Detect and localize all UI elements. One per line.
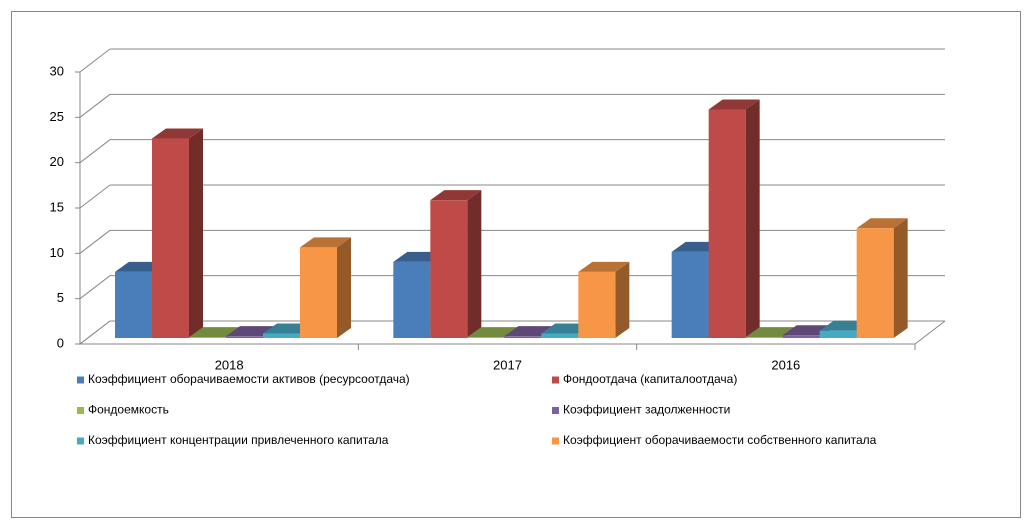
bar-side: [615, 261, 630, 338]
bar: [152, 138, 189, 338]
legend-label: Фондоемкость: [88, 403, 169, 417]
bar: [541, 333, 579, 338]
bar: [504, 336, 542, 338]
bar: [671, 251, 709, 338]
legend-swatch: [552, 437, 559, 445]
bar-side: [189, 128, 203, 338]
bar-3d: [856, 218, 908, 338]
grid-line: [79, 139, 111, 164]
grid-line: [79, 229, 111, 254]
x-tick-label: 2016: [771, 357, 800, 372]
legend-swatch: [552, 376, 559, 384]
bar-side: [337, 237, 351, 338]
y-tick-label: 10: [50, 245, 64, 260]
bar: [226, 336, 263, 338]
bar-top: [189, 327, 240, 338]
bar-top: [152, 128, 203, 139]
grid-line: [79, 320, 111, 345]
bar: [467, 337, 505, 338]
y-tick-label: 25: [50, 109, 64, 124]
legend-label: Фондоотдача (капиталоотдача): [563, 372, 737, 386]
legend-swatch: [77, 407, 84, 414]
bar-side: [467, 190, 482, 338]
grid-line: [79, 48, 111, 73]
legend-label: Коэффициент концентрации привлеченного к…: [88, 433, 389, 447]
legend-label: Коэффициент задолженности: [563, 403, 730, 417]
bar: [578, 271, 616, 338]
legend-label: Коэффициент оборачиваемости активов (рес…: [88, 372, 410, 386]
bar-3d: [300, 237, 351, 338]
y-tick-label: 20: [50, 154, 64, 169]
bar: [782, 335, 820, 338]
legend-swatch: [552, 407, 559, 414]
y-tick-label: 30: [50, 63, 64, 78]
y-tick-label: 0: [57, 335, 64, 350]
legend-swatch: [77, 376, 84, 384]
bar: [393, 261, 431, 338]
x-tick-label: 2017: [493, 357, 522, 372]
legend-swatch: [77, 437, 84, 445]
y-tick-label: 5: [57, 290, 64, 305]
bar-3d: [152, 128, 203, 338]
bar-3d: [708, 99, 760, 339]
bar: [189, 337, 226, 338]
bar-top: [430, 190, 482, 201]
bar: [745, 337, 783, 338]
legend: Коэффициент оборачиваемости активов (рес…: [77, 372, 877, 447]
legend-label: Коэффициент оборачиваемости собственного…: [563, 433, 877, 447]
bar: [430, 200, 468, 338]
bar-3d: [430, 190, 482, 338]
bar-3d: [578, 261, 630, 338]
grid-line: [79, 93, 111, 118]
bar-top: [300, 237, 351, 248]
grid-line: [79, 184, 111, 209]
bar-side: [745, 99, 760, 339]
y-tick-label: 15: [50, 199, 64, 214]
bar-top: [578, 261, 630, 272]
bar-side: [893, 218, 908, 338]
bar: [856, 228, 894, 338]
grid-line: [79, 275, 111, 300]
bar-top: [467, 327, 519, 338]
bar: [115, 271, 152, 338]
bar: [263, 333, 300, 338]
bar: [300, 247, 337, 338]
bar: [708, 109, 746, 339]
x-tick-label: 2018: [215, 357, 244, 372]
bar-top: [856, 218, 908, 229]
bar-top: [708, 99, 760, 110]
bar: [819, 330, 857, 338]
